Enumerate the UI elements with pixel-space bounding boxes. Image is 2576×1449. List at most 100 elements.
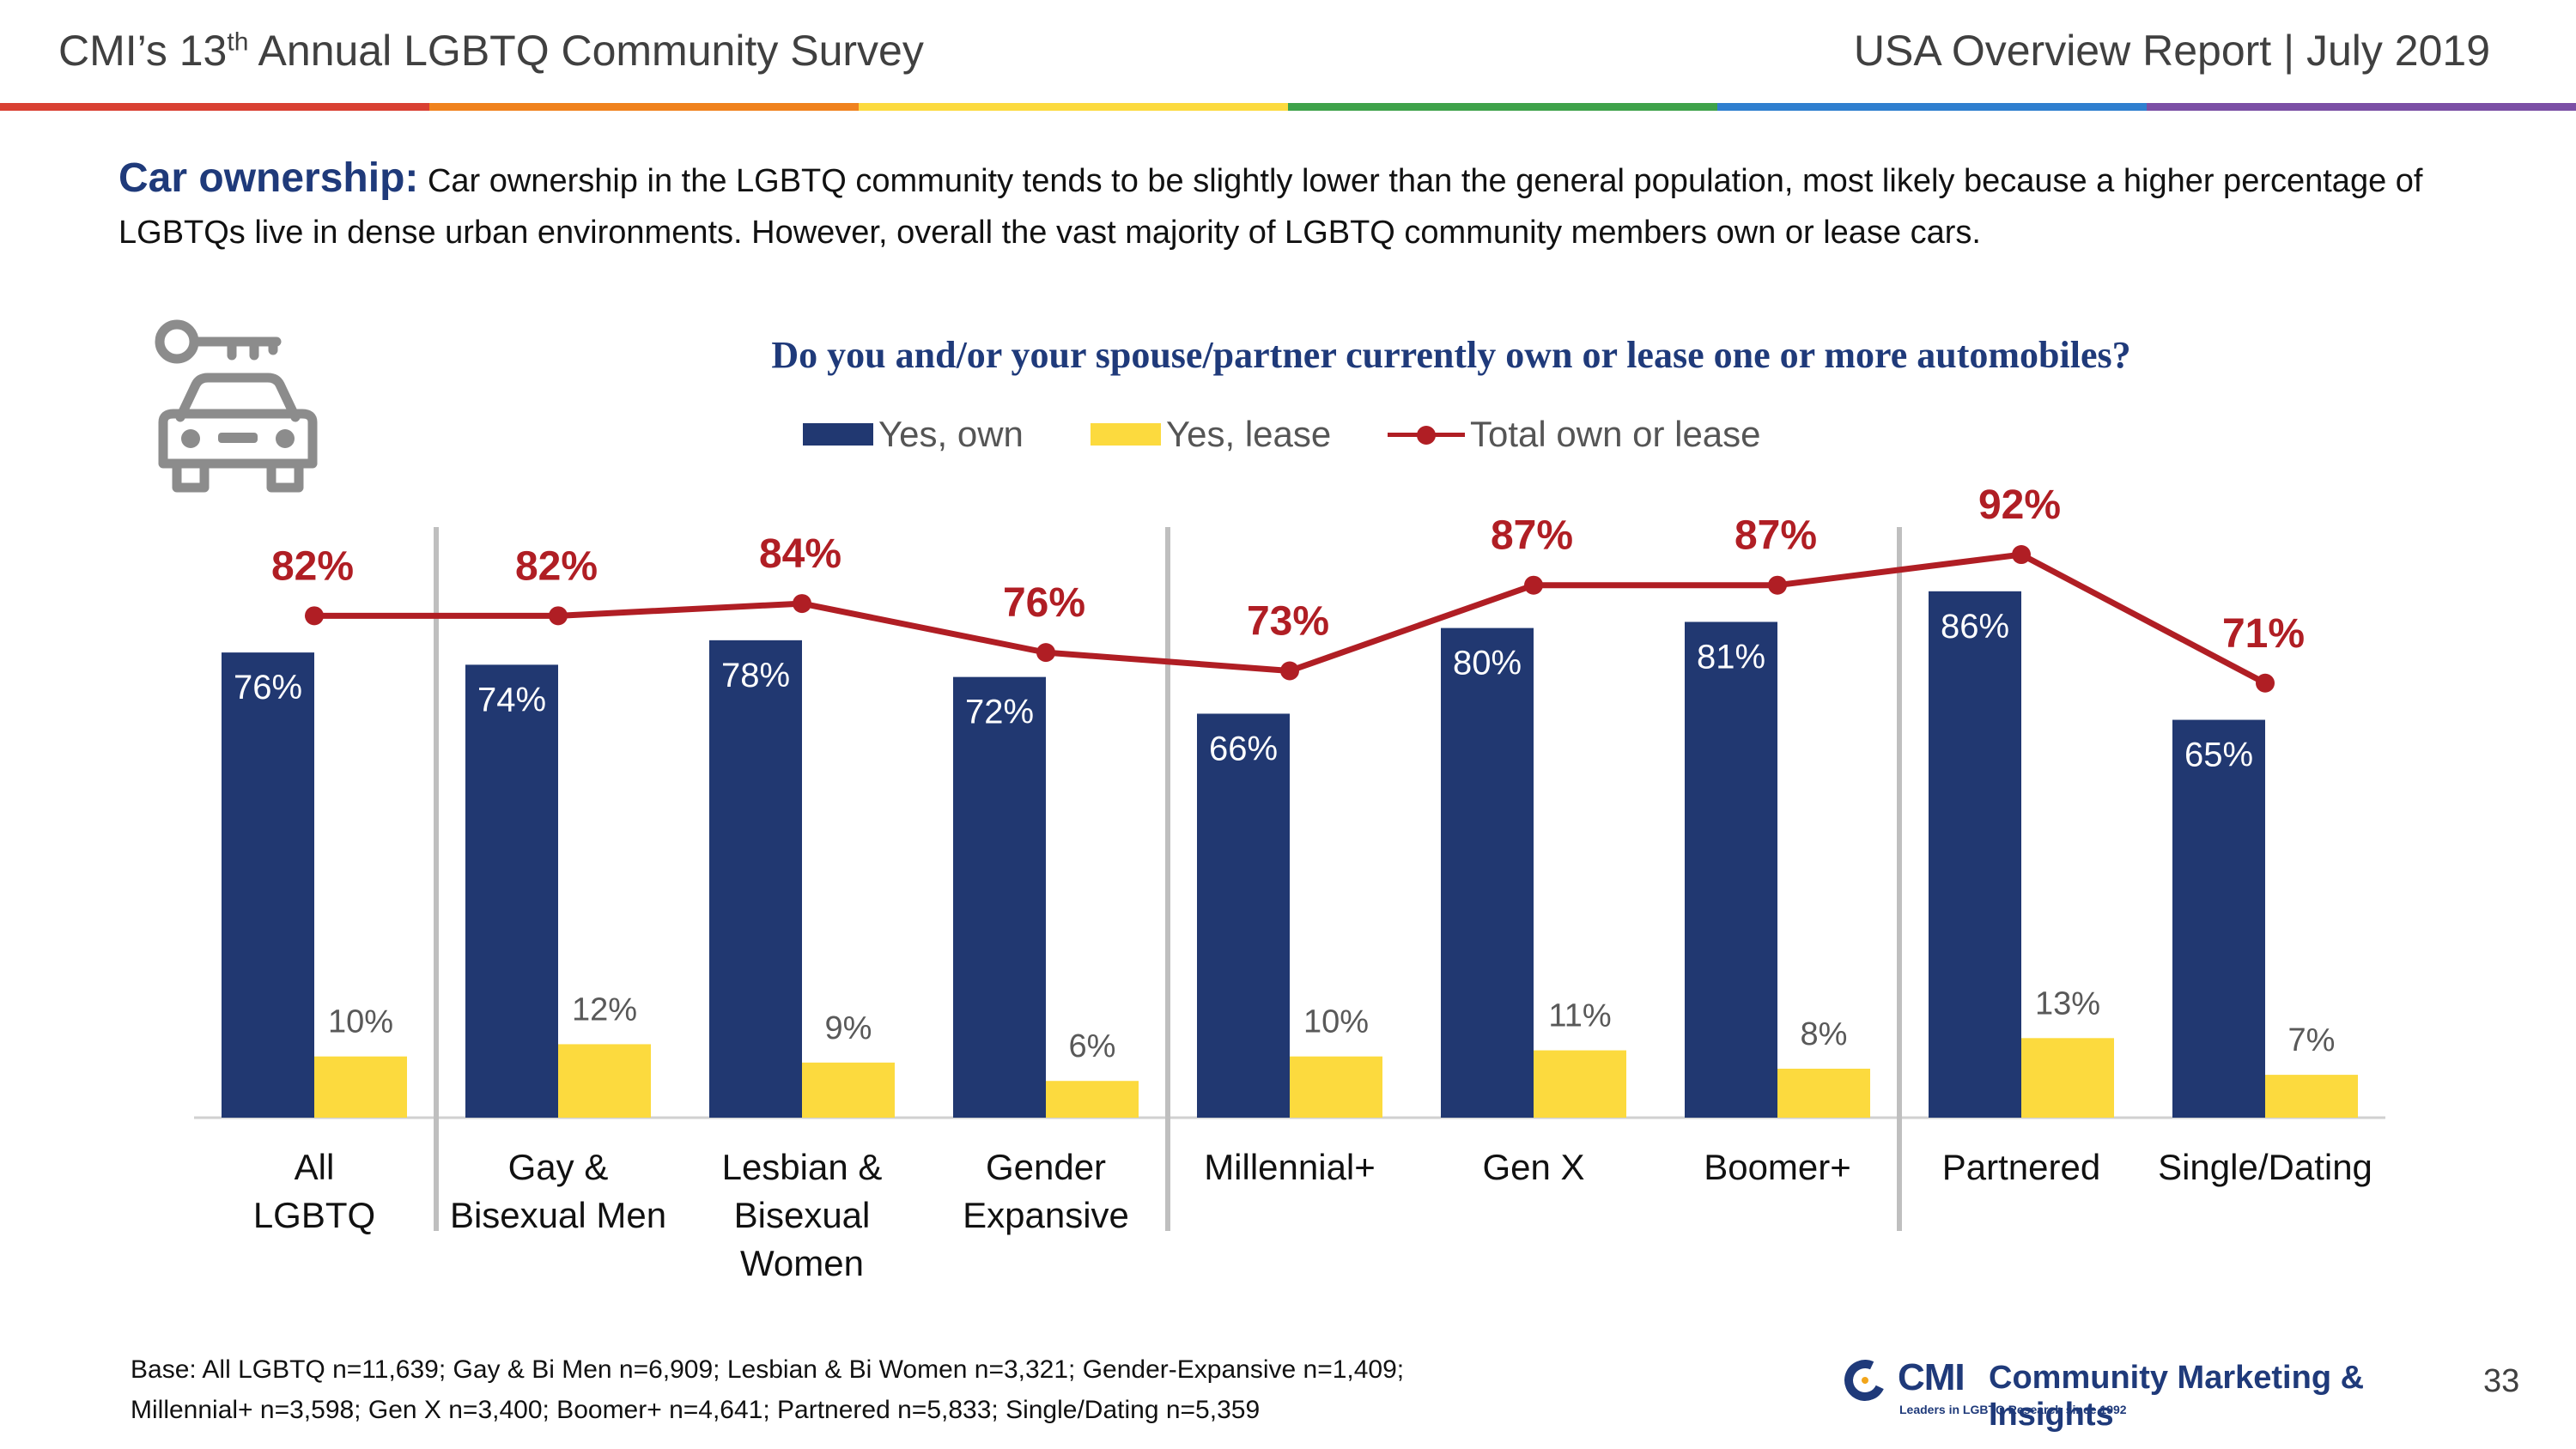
bar-own-5 [1441,627,1534,1118]
rainbow-blue [1717,103,2147,111]
label-total-8: 71% [2222,611,2305,657]
page-number: 33 [2483,1363,2520,1399]
header-report-title: USA Overview Report | July 2019 [1853,27,2490,75]
label-own-0: 76% [234,669,302,706]
logo-name: Community Marketing & Insights [1989,1360,2365,1433]
label-lease-1: 12% [572,991,637,1028]
rainbow-divider [0,103,2576,111]
category-label-2-line-2: Women [740,1243,864,1283]
footnote-line-1: Base: All LGBTQ n=11,639; Gay & Bi Men n… [131,1355,1405,1384]
bar-own-6 [1685,621,1777,1118]
label-total-0: 82% [271,543,354,589]
label-lease-2: 9% [825,1010,872,1046]
category-label-3-line-0: Gender [985,1147,1107,1187]
marker-total-3 [1036,643,1055,663]
legend-own-swatch [803,423,873,446]
logo-ring-icon [1838,1354,1892,1407]
footnote-line-2: Millennial+ n=3,598; Gen X n=3,400; Boom… [131,1396,1261,1424]
category-label-8-line-0: Single/Dating [2158,1147,2372,1187]
bar-lease-4 [1290,1056,1382,1118]
bar-lease-0 [314,1056,407,1118]
legend-lease: Yes, lease [1091,414,1331,455]
label-lease-0: 10% [328,1004,393,1040]
label-own-5: 80% [1453,645,1522,682]
category-label-4-line-0: Millennial+ [1204,1147,1376,1187]
category-label-6-line-0: Boomer+ [1704,1147,1851,1187]
label-own-1: 74% [477,681,546,718]
label-total-2: 84% [759,531,841,577]
category-label-5: Gen X [1422,1143,1645,1191]
label-own-3: 72% [965,694,1034,731]
label-total-6: 87% [1735,513,1817,559]
marker-total-7 [2012,545,2031,565]
bar-lease-2 [802,1062,895,1118]
legend-own-label: Yes, own [878,414,1024,454]
marker-total-0 [305,606,324,626]
header-survey-title-prefix: CMI’s 13 [58,27,228,75]
category-label-1: Gay & Bisexual Men [447,1143,670,1240]
bar-lease-1 [558,1044,651,1118]
category-label-4: Millennial+ [1178,1143,1401,1191]
label-own-2: 78% [721,657,790,694]
label-own-6: 81% [1697,638,1765,676]
category-label-8: Single/Dating [2154,1143,2377,1191]
category-label-0-line-1: LGBTQ [252,1195,376,1235]
bar-own-7 [1929,591,2021,1118]
category-label-3: Gender Expansive [934,1143,1157,1240]
rainbow-orange [429,103,859,111]
rainbow-green [1288,103,1717,111]
label-lease-6: 8% [1801,1016,1848,1052]
bar-lease-6 [1777,1068,1870,1118]
label-lease-5: 11% [1548,998,1611,1034]
bar-lease-5 [1534,1050,1626,1118]
label-total-4: 73% [1247,599,1329,645]
marker-total-5 [1524,575,1543,595]
header-survey-title-suffix: Annual LGBTQ Community Survey [248,27,924,75]
marker-total-6 [1768,575,1787,595]
bar-own-1 [465,664,558,1118]
legend-total: Total own or lease [1388,414,1761,455]
intro-lead: Car ownership: [118,155,419,201]
category-label-0: All LGBTQ [203,1143,426,1240]
label-total-3: 76% [1003,580,1085,626]
label-lease-3: 6% [1069,1028,1116,1064]
rainbow-yellow [859,103,1288,111]
category-label-6: Boomer+ [1666,1143,1889,1191]
category-label-5-line-0: Gen X [1482,1147,1585,1187]
label-total-1: 82% [515,543,598,589]
legend-lease-label: Yes, lease [1166,414,1332,454]
rainbow-purple [2147,103,2576,111]
category-label-0-line-0: All [294,1147,335,1187]
category-label-2: Lesbian & Bisexual Women [690,1143,914,1288]
header-survey-title: CMI’s 13th Annual LGBTQ Community Survey [58,26,924,76]
bar-own-0 [222,652,314,1118]
category-label-1-line-0: Gay & [507,1147,609,1187]
label-lease-4: 10% [1303,1004,1369,1040]
label-own-7: 86% [1941,608,2009,646]
bar-lease-8 [2265,1075,2358,1118]
car-key-icon [155,319,318,493]
chart-title: Do you and/or your spouse/partner curren… [771,334,2131,376]
bar-lease-7 [2021,1038,2114,1118]
bar-own-4 [1197,713,1290,1118]
label-total-7: 92% [1978,482,2061,528]
logo-tagline: Leaders in LGBTQ Research since 1992 [1899,1403,2127,1416]
label-total-5: 87% [1491,513,1573,559]
legend-total-label: Total own or lease [1470,414,1761,454]
category-label-7-line-0: Partnered [1941,1147,2101,1187]
intro-paragraph: Car ownership: Car ownership in the LGBT… [118,153,2506,258]
bar-own-3 [953,676,1046,1118]
bar-lease-3 [1046,1081,1139,1118]
bar-own-8 [2172,719,2265,1118]
marker-total-4 [1280,661,1299,681]
label-lease-8: 7% [2288,1022,2336,1058]
label-own-4: 66% [1209,730,1278,767]
marker-total-2 [793,594,811,614]
category-label-2-line-1: Bisexual [733,1195,871,1235]
footnote: Base: All LGBTQ n=11,639; Gay & Bi Men n… [131,1349,1404,1430]
category-label-7: Partnered [1910,1143,2133,1191]
intro-body: Car ownership in the LGBTQ community ten… [118,163,2423,251]
header-survey-title-sup: th [227,27,249,57]
label-lease-7: 13% [2035,985,2100,1022]
